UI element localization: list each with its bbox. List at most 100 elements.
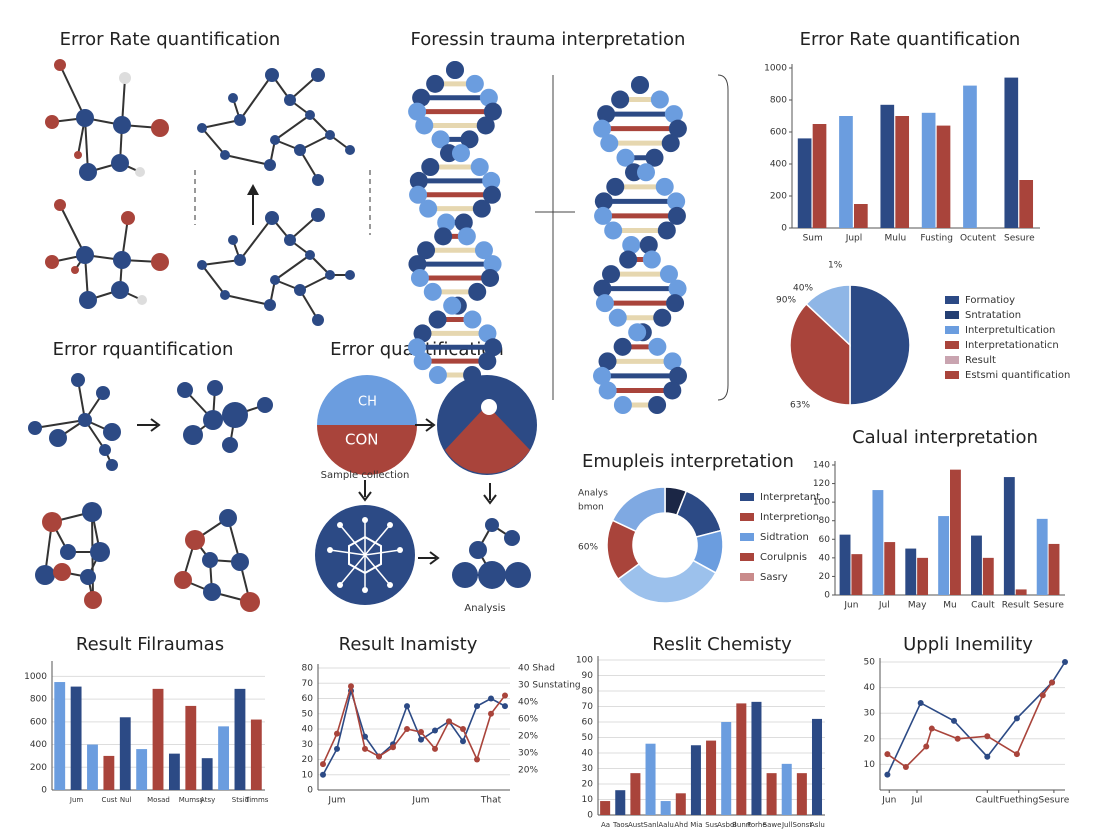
atom (45, 255, 59, 269)
bar (766, 773, 777, 815)
backbone (472, 199, 491, 218)
atom (35, 565, 55, 585)
y-tick-label: 1000 (24, 672, 47, 682)
backbone (463, 310, 482, 329)
legend-swatch (945, 371, 959, 379)
backbone (657, 221, 676, 240)
backbone (408, 255, 427, 274)
atom (284, 94, 296, 106)
atom (76, 109, 94, 127)
pie-slice (805, 284, 851, 347)
x-tick-label: Cust (101, 796, 117, 804)
y-tick-label: 40 (864, 683, 876, 693)
atom (53, 563, 71, 581)
backbone (661, 134, 680, 153)
legend-label: Formatioy (965, 295, 1015, 306)
point (460, 726, 466, 732)
atom (284, 234, 296, 246)
label: Sample collection (321, 470, 410, 481)
atom (54, 59, 66, 71)
atom (113, 116, 131, 134)
point (432, 727, 438, 734)
backbone (454, 213, 473, 232)
bar (103, 755, 115, 790)
backbone (667, 192, 686, 211)
point (1049, 679, 1056, 686)
y-tick-label: 600 (770, 128, 787, 138)
bond (59, 64, 86, 119)
atom (387, 582, 393, 588)
y-tick-label: 80 (582, 687, 594, 697)
bond (201, 119, 241, 129)
atom (228, 235, 238, 245)
x-tick-label: Cault (976, 796, 1000, 806)
bar (751, 701, 762, 815)
chart-title: Emupleis interpretation (582, 451, 794, 472)
backbone (668, 279, 687, 298)
arrow (137, 418, 161, 432)
x-tick-label: Result (1002, 601, 1030, 611)
legend-label: Interpretion (760, 512, 819, 523)
line (322, 683, 506, 765)
backbone (460, 130, 479, 149)
atom (183, 425, 203, 445)
point (376, 753, 382, 760)
y-tick-label: 60 (582, 718, 594, 728)
backbone (593, 119, 612, 138)
bar (982, 557, 994, 595)
backbone (483, 102, 502, 121)
point (320, 771, 326, 778)
bar (645, 743, 656, 815)
bond (84, 117, 89, 173)
backbone (606, 177, 625, 196)
x-tick-label: Jun (843, 601, 858, 611)
bar (796, 773, 807, 815)
backbone (478, 352, 497, 371)
y-tick-label: 70 (582, 702, 594, 712)
legend-swatch (740, 553, 754, 561)
atom (311, 68, 325, 82)
atom (202, 552, 218, 568)
legend-swatch (740, 533, 754, 541)
annotation: bmon (578, 503, 604, 513)
point (884, 751, 891, 758)
backbone (443, 296, 462, 315)
x-tick-label: Mia (690, 821, 702, 829)
backbone (465, 74, 484, 93)
backbone (655, 177, 674, 196)
atom (312, 314, 324, 326)
y-tick-label: 10 (302, 770, 314, 780)
x-tick-label: Sesure (1033, 601, 1064, 611)
point (418, 729, 424, 736)
atom (71, 373, 85, 387)
x-tick-label: Sesure (1039, 796, 1070, 806)
backbone (594, 206, 613, 225)
atom (76, 246, 94, 264)
atom (79, 163, 97, 181)
circle-bottom (317, 425, 417, 475)
legend-swatch (740, 573, 754, 581)
point (460, 738, 466, 745)
bar (201, 758, 213, 790)
y-tick-label: 0 (307, 786, 313, 796)
y-tick-label: 120 (813, 479, 830, 489)
chart-title: Result Filraumas (76, 634, 224, 655)
backbone (600, 134, 619, 153)
backbone (482, 185, 501, 204)
x-tick-label: Mumsy (179, 796, 204, 804)
backbone (611, 90, 630, 109)
legend-label: Corulpnis (760, 552, 807, 563)
atom (106, 459, 118, 471)
y-tick-label: 200 (30, 763, 47, 773)
backbone (413, 352, 432, 371)
backbone (631, 76, 649, 94)
x-tick-label: May (908, 601, 927, 611)
atom (103, 423, 121, 441)
atom (74, 151, 82, 159)
backbone (481, 268, 500, 287)
y-tick-label: 140 (813, 461, 830, 471)
atom (362, 517, 368, 523)
legend-label: Sntratation (965, 310, 1021, 321)
point (348, 683, 354, 690)
